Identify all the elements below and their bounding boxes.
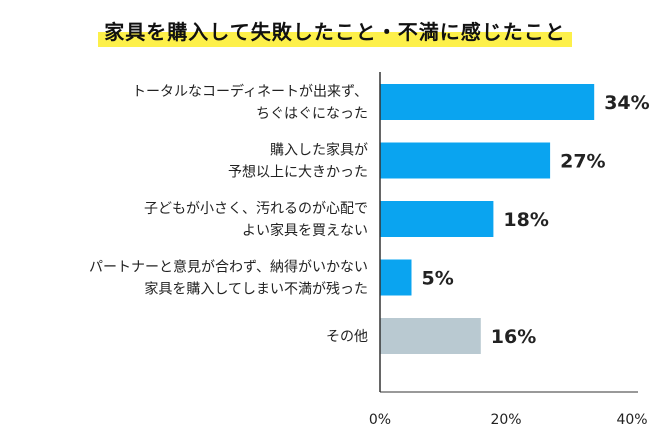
category-label: その他 bbox=[326, 329, 368, 345]
category-label: トータルなコーディネートが出来ず、 bbox=[132, 83, 368, 100]
value-label: 27% bbox=[560, 151, 605, 173]
category-label: 家具を購入してしまい不満が残った bbox=[144, 281, 368, 298]
bar bbox=[380, 259, 412, 296]
value-label: 5% bbox=[422, 268, 454, 290]
chart-title: 家具を購入して失敗したこと・不満に感じたこと bbox=[98, 14, 573, 47]
bar bbox=[380, 84, 595, 120]
category-label: ちぐはぐになった bbox=[256, 106, 368, 122]
bar bbox=[380, 142, 551, 179]
x-tick-label: 20% bbox=[490, 412, 521, 428]
value-label: 16% bbox=[491, 326, 536, 348]
category-label: 子どもが小さく、汚れるのが心配で bbox=[144, 201, 368, 217]
bar bbox=[380, 201, 494, 237]
category-label: よい家具を買えない bbox=[242, 222, 368, 239]
x-tick-label: 40% bbox=[616, 412, 647, 428]
bar bbox=[380, 318, 481, 354]
x-tick-label: 0% bbox=[369, 412, 391, 428]
category-label: 購入した家具が bbox=[270, 142, 368, 159]
category-label: パートナーと意見が合わず、納得がいかない bbox=[89, 259, 368, 276]
category-label: 予想以上に大きかった bbox=[228, 165, 368, 181]
value-label: 18% bbox=[503, 209, 548, 231]
value-label: 34% bbox=[604, 92, 649, 114]
